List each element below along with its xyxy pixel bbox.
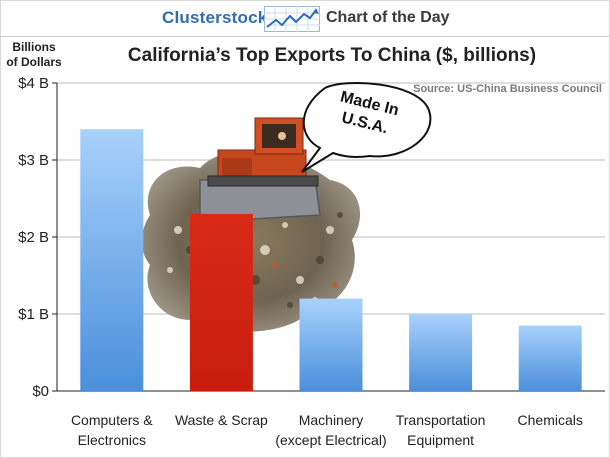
- bar: [189, 213, 253, 391]
- speech-bubble: Made In U.S.A.: [301, 81, 432, 173]
- y-tick-label: $0: [32, 383, 49, 400]
- x-category-label: Electronics: [78, 432, 146, 448]
- x-category-label: Waste & Scrap: [175, 412, 268, 428]
- chart-source: Source: US-China Business Council: [413, 83, 602, 95]
- y-tick-label: $1 B: [18, 306, 49, 323]
- x-category-label: Machinery: [299, 412, 364, 428]
- x-category-label: Equipment: [407, 432, 474, 448]
- chart-header: Clusterstock Chart of the Day: [0, 0, 610, 36]
- x-category-label: Chemicals: [518, 412, 583, 428]
- x-category-label: Computers &: [71, 412, 153, 428]
- chart-of-the-day-label: Chart of the Day: [326, 9, 450, 26]
- y-axis-unit-line-1: Billions: [12, 40, 56, 54]
- header-divider: [0, 36, 610, 37]
- bar: [518, 325, 582, 391]
- x-category-label: Transportation: [396, 412, 486, 428]
- bar: [80, 129, 144, 391]
- y-tick-label: $2 B: [18, 229, 49, 246]
- y-axis-unit-label: Billions of Dollars: [4, 40, 64, 70]
- y-axis-unit-line-2: of Dollars: [6, 55, 62, 69]
- x-category-labels: Computers & Electronics Waste & Scrap Machi…: [71, 412, 583, 448]
- y-tick-labels: $0 $1 B $2 B $3 B $4 B: [18, 75, 49, 400]
- bar: [409, 314, 473, 391]
- rising-chart-logo-icon: [264, 6, 320, 32]
- bar: [299, 298, 363, 391]
- x-category-label: (except Electrical): [275, 432, 386, 448]
- brand-name: Clusterstock: [162, 8, 268, 27]
- y-tick-label: $3 B: [18, 152, 49, 169]
- y-tick-label: $4 B: [18, 75, 49, 92]
- bulldozer-icon: [199, 117, 321, 223]
- chart-title: California’s Top Exports To China ($, bi…: [127, 45, 537, 66]
- bars: [80, 129, 582, 391]
